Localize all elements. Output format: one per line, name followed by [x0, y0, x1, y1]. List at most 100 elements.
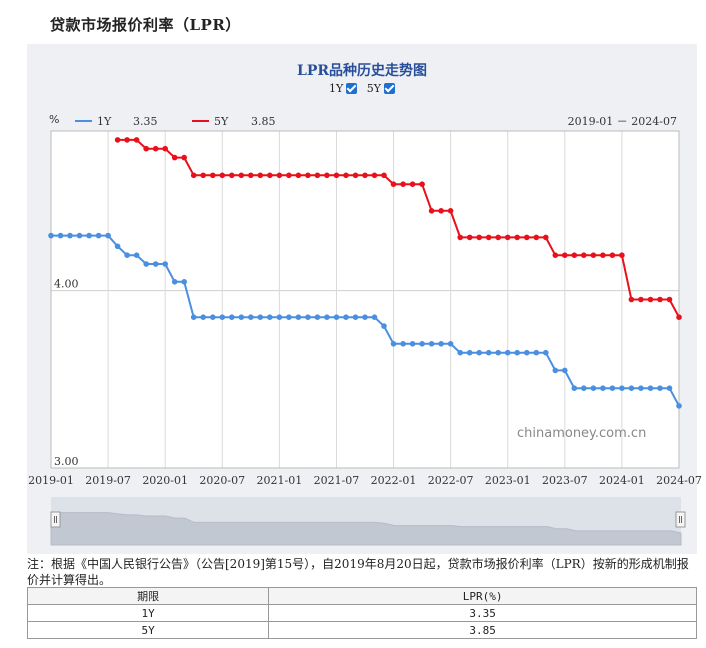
data-point[interactable]: [543, 234, 549, 241]
data-point[interactable]: [152, 261, 159, 267]
data-point[interactable]: [124, 252, 130, 258]
data-point[interactable]: [162, 145, 168, 152]
data-point[interactable]: [609, 252, 616, 258]
data-point[interactable]: [362, 314, 368, 321]
range-navigator[interactable]: [50, 497, 686, 546]
data-point[interactable]: [619, 252, 625, 258]
data-point[interactable]: [171, 279, 178, 285]
data-point[interactable]: [428, 208, 435, 214]
data-point[interactable]: [267, 172, 273, 179]
data-point[interactable]: [143, 145, 149, 152]
data-point[interactable]: [666, 296, 673, 303]
data-point[interactable]: [457, 234, 464, 241]
data-point[interactable]: [447, 341, 454, 347]
data-point[interactable]: [438, 341, 444, 347]
data-point[interactable]: [590, 252, 597, 258]
data-point[interactable]: [305, 172, 311, 179]
data-point[interactable]: [647, 385, 654, 392]
data-point[interactable]: [67, 232, 73, 239]
data-point[interactable]: [524, 234, 530, 241]
data-point[interactable]: [133, 137, 140, 143]
data-point[interactable]: [105, 232, 111, 239]
data-point[interactable]: [495, 234, 502, 241]
data-point[interactable]: [447, 208, 454, 214]
data-point[interactable]: [409, 181, 416, 187]
data-point[interactable]: [305, 314, 311, 321]
data-point[interactable]: [352, 314, 359, 321]
data-point[interactable]: [229, 314, 235, 321]
data-point[interactable]: [276, 314, 283, 321]
data-point[interactable]: [371, 314, 378, 321]
data-point[interactable]: [352, 172, 359, 179]
data-point[interactable]: [438, 208, 444, 214]
data-point[interactable]: [676, 403, 682, 409]
data-point[interactable]: [133, 252, 140, 258]
data-point[interactable]: [504, 349, 511, 356]
data-point[interactable]: [295, 172, 302, 179]
data-point[interactable]: [343, 314, 349, 321]
data-point[interactable]: [257, 314, 264, 321]
data-point[interactable]: [314, 314, 321, 321]
data-point[interactable]: [286, 314, 292, 321]
data-point[interactable]: [657, 385, 663, 392]
data-point[interactable]: [267, 314, 273, 321]
data-point[interactable]: [543, 349, 549, 356]
data-point[interactable]: [200, 172, 206, 179]
data-point[interactable]: [400, 341, 406, 347]
data-point[interactable]: [295, 314, 302, 321]
data-point[interactable]: [666, 385, 673, 392]
data-point[interactable]: [343, 172, 349, 179]
data-point[interactable]: [314, 172, 321, 179]
data-point[interactable]: [76, 232, 83, 239]
data-point[interactable]: [514, 234, 520, 241]
data-point[interactable]: [485, 349, 492, 356]
navigator-right-handle[interactable]: [675, 511, 686, 528]
data-point[interactable]: [590, 385, 597, 392]
data-point[interactable]: [485, 234, 492, 241]
data-point[interactable]: [219, 172, 226, 179]
toggle-1y[interactable]: 1Y: [329, 82, 358, 95]
data-point[interactable]: [409, 341, 416, 347]
data-point[interactable]: [257, 172, 264, 179]
data-point[interactable]: [457, 349, 464, 356]
data-point[interactable]: [609, 385, 616, 392]
data-point[interactable]: [647, 296, 654, 303]
data-point[interactable]: [552, 252, 559, 258]
data-point[interactable]: [362, 172, 368, 179]
data-point[interactable]: [524, 349, 530, 356]
data-point[interactable]: [400, 181, 406, 187]
data-point[interactable]: [86, 232, 92, 239]
data-point[interactable]: [114, 243, 121, 250]
data-point[interactable]: [562, 252, 568, 258]
data-point[interactable]: [476, 234, 483, 241]
data-point[interactable]: [552, 367, 559, 374]
data-point[interactable]: [581, 385, 587, 392]
data-point[interactable]: [114, 137, 121, 143]
data-point[interactable]: [466, 349, 473, 356]
data-point[interactable]: [324, 314, 330, 321]
data-point[interactable]: [628, 385, 635, 392]
data-point[interactable]: [676, 314, 682, 321]
data-point[interactable]: [495, 349, 502, 356]
data-point[interactable]: [657, 296, 663, 303]
data-point[interactable]: [181, 154, 187, 161]
data-point[interactable]: [124, 137, 130, 143]
toggle-5y[interactable]: 5Y: [367, 82, 396, 95]
data-point[interactable]: [571, 385, 578, 392]
data-point[interactable]: [428, 341, 435, 347]
checkbox-5y[interactable]: [384, 83, 396, 94]
data-point[interactable]: [381, 172, 387, 179]
data-point[interactable]: [143, 261, 149, 267]
data-point[interactable]: [514, 349, 520, 356]
data-point[interactable]: [619, 385, 625, 392]
data-point[interactable]: [152, 145, 159, 152]
data-point[interactable]: [171, 154, 178, 161]
data-point[interactable]: [200, 314, 206, 321]
data-point[interactable]: [57, 232, 64, 239]
data-point[interactable]: [419, 181, 425, 187]
data-point[interactable]: [190, 172, 197, 179]
data-point[interactable]: [581, 252, 587, 258]
data-point[interactable]: [324, 172, 330, 179]
data-point[interactable]: [533, 349, 540, 356]
data-point[interactable]: [562, 367, 568, 374]
